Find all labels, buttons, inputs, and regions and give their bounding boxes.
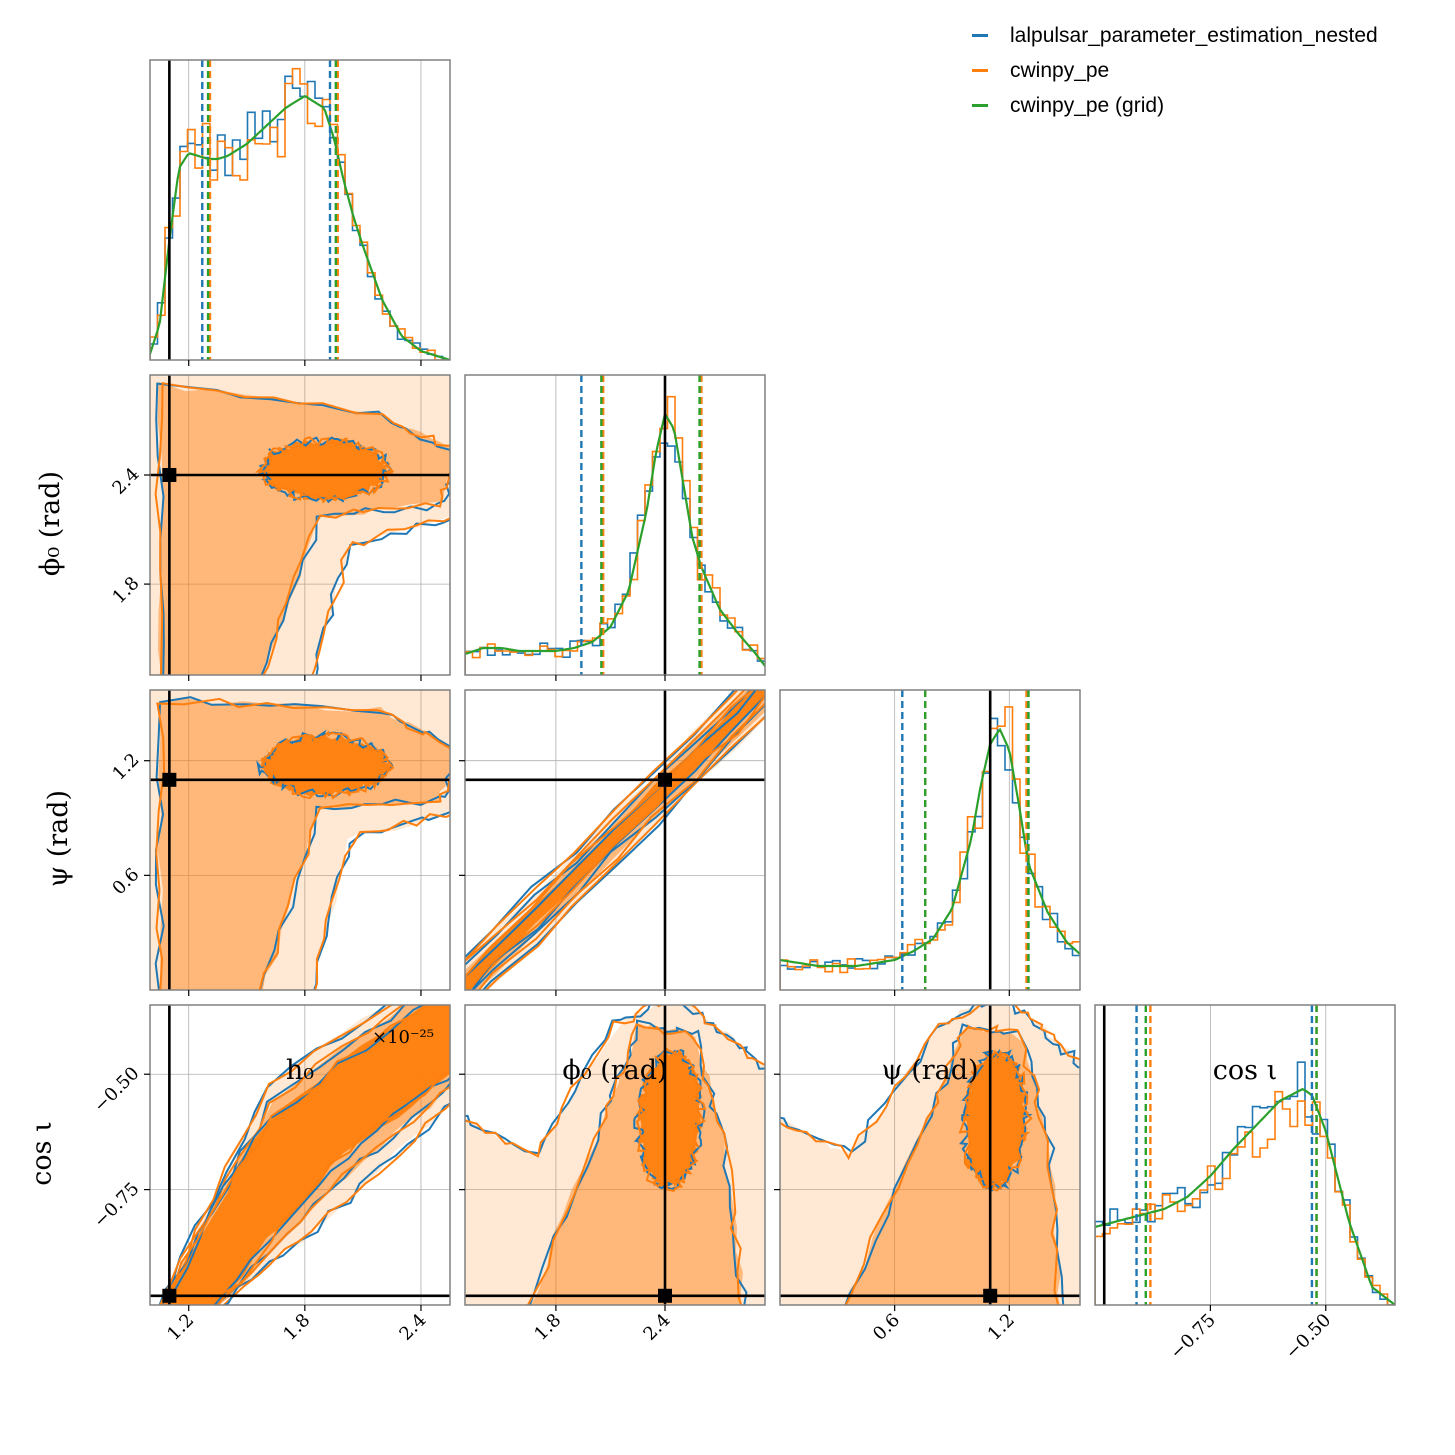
contour-line-lalpulsar [158,1005,450,1305]
y-tick-label: −0.75 [90,1178,144,1232]
injection-marker [162,772,177,787]
legend-label: cwinpy_pe [1010,58,1110,82]
x-tick-label: 1.2 [984,1310,1019,1345]
x-tick-label: −0.75 [1166,1310,1220,1364]
contour-fill-cwinpy [256,438,390,502]
x-axis-multiplier: ×10⁻²⁵ [372,1027,434,1048]
panel-background [150,60,450,360]
injection-marker [658,1288,672,1303]
panel-phi0-phi0 [465,375,765,675]
legend-label: cwinpy_pe (grid) [1010,93,1165,117]
legend: lalpulsar_parameter_estimation_nested cw… [972,18,1378,123]
y-axis-label-cosi: cos ι [26,1121,58,1186]
contour-line-cwinpy [311,517,450,675]
panel-background [1095,1005,1395,1305]
y-tick-label: 1.8 [108,573,143,608]
contour-line-cwinpy [635,1047,707,1193]
legend-swatch-green [972,104,988,107]
contour-fill-cwinpy [465,690,765,990]
panel-phi0-h0 [150,375,450,675]
x-tick-label: 2.4 [639,1310,674,1345]
x-tick-label: −0.50 [1281,1310,1335,1364]
panel-cosi-phi0 [465,1005,765,1305]
panel-frame [149,59,451,361]
y-tick-label: 1.2 [108,749,143,784]
panel-frame [779,689,1081,991]
panel-frame [464,689,766,991]
x-tick-label: 0.6 [869,1310,904,1345]
y-tick-label: 0.6 [108,864,143,899]
contour-fill-cwinpy [635,1050,703,1191]
contour-fill-cwinpy [962,1049,1028,1190]
contour-line-cwinpy [154,382,450,675]
panel-frame [149,689,451,991]
panel-psi-phi0 [465,690,765,990]
contour-line-cwinpy [958,1049,1033,1192]
contour-fill-cwinpy [159,1005,450,1305]
legend-entry-cwinpy-grid: cwinpy_pe (grid) [972,88,1378,123]
legend-swatch-orange [972,69,988,72]
contour-line-cwinpy [465,1005,765,1158]
density-curve-grid [150,94,450,360]
panel-psi-psi [780,690,1080,990]
contour-line-lalpulsar [465,690,765,990]
injection-marker [658,772,672,787]
contour-line-cwinpy [159,1005,450,1305]
contour-line-cwinpy [465,690,765,990]
panel-background [465,375,765,675]
panel-frame [464,374,766,676]
panel-frame [149,374,451,676]
density-curve-grid [780,727,1080,968]
legend-label: lalpulsar_parameter_estimation_nested [1010,23,1378,47]
density-curve-grid [465,411,765,667]
contour-line-lalpulsar [780,1005,1080,1154]
y-tick-label: −0.50 [90,1063,144,1117]
contour-line-lalpulsar [313,810,450,990]
panel-h0-h0 [150,60,450,360]
contour-line-cwinpy [314,813,450,990]
x-tick-label: 1.8 [530,1310,565,1345]
contour-line-cwinpy [260,730,395,800]
legend-entry-cwinpy: cwinpy_pe [972,53,1378,88]
x-tick-label: 2.4 [395,1310,430,1345]
x-axis-label-psi: ψ (rad) [881,1055,979,1086]
y-axis-label-phi0: ϕ₀ (rad) [35,470,67,577]
panel-cosi-cosi [1095,1005,1395,1305]
contour-line-cwinpy [780,1005,1080,1161]
contour-line-cwinpy [255,436,395,504]
contour-line-cwinpy [155,697,450,990]
panel-psi-h0 [150,690,450,990]
panel-frame [149,1004,451,1306]
x-tick-label: 1.2 [163,1310,198,1345]
contour-line-cwinpy [844,1023,1060,1305]
contour-line-lalpulsar [465,690,765,990]
x-axis-label-h0: h₀ [285,1055,315,1086]
panel-frame [779,1004,1081,1306]
y-tick-label: 2.4 [108,464,143,499]
contour-line-lalpulsar [465,1005,765,1155]
panel-cosi-psi [780,1005,1080,1305]
contour-line-cwinpy [163,1005,450,1305]
legend-swatch-blue [972,34,988,37]
x-axis-label-cosi: cos ι [1212,1055,1278,1086]
contour-line-cwinpy [526,1023,743,1305]
injection-marker [162,468,177,482]
panel-frame [464,1004,766,1306]
x-axis-label-phi0: ϕ₀ (rad) [562,1055,668,1086]
injection-marker [983,1288,998,1303]
panel-background [465,1005,765,1305]
legend-entry-lalpulsar: lalpulsar_parameter_estimation_nested [972,18,1378,53]
x-tick-label: 1.8 [279,1310,314,1345]
injection-marker [162,1288,177,1303]
contour-line-lalpulsar [528,1019,748,1305]
panel-frame [1094,1004,1396,1306]
y-axis-label-psi: ψ (rad) [43,789,75,888]
panel-cosi-h0 [150,1005,450,1305]
contour-line-cwinpy [162,1005,450,1305]
histogram-lalpulsar [150,75,450,360]
panel-background [780,690,1080,990]
